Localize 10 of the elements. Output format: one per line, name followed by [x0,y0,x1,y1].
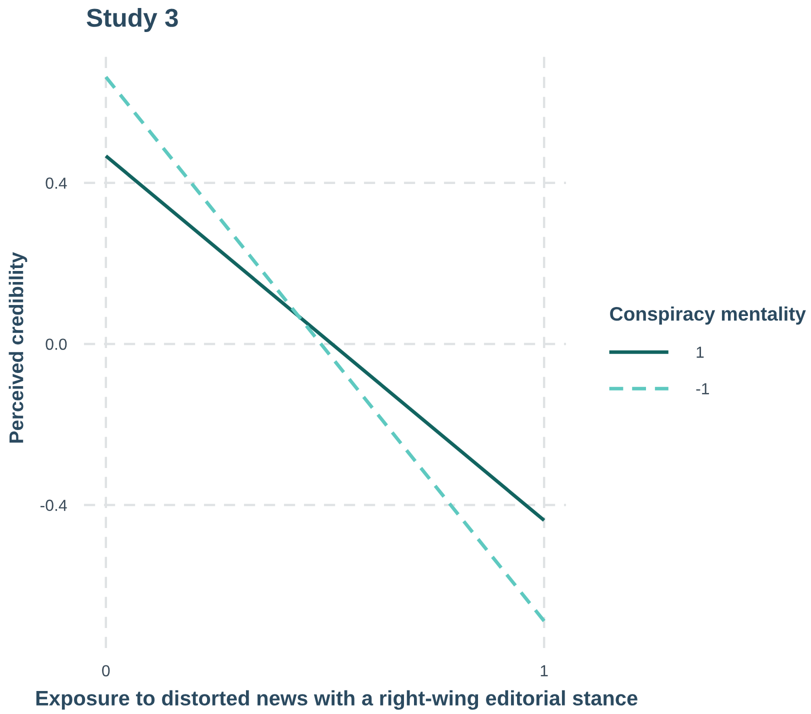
x-axis-title: Exposure to distorted news with a right-wing editorial stance [36,690,638,710]
legend-label: -1 [696,383,709,394]
x-tick-label: 0 [102,665,110,676]
y-tick-label: 0.0 [46,338,67,350]
legend-label: 1 [696,346,704,358]
y-tick-label: -0.4 [40,500,67,511]
y-tick-label: 0.4 [46,178,67,189]
y-axis-title: Perceived credibility [8,252,28,443]
chart-title: Study 3 [86,8,178,32]
legend-title: Conspiracy mentality [610,306,806,325]
